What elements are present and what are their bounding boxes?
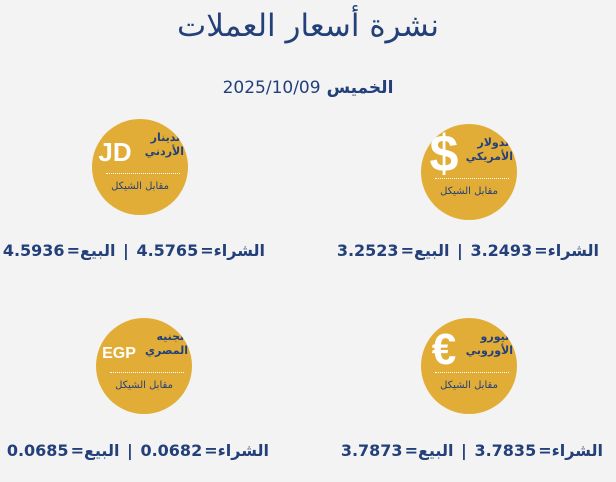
buy-value: 3.2493 — [470, 241, 533, 260]
egp-icon: EGP — [102, 345, 136, 362]
egp-coin: EGP الجنيه المصري مقابل الشيكل — [96, 318, 192, 414]
usd-coin: $ الدولار الأمريكي مقابل الشيكل — [421, 124, 517, 220]
dollar-icon: $ — [429, 126, 459, 182]
separator: | — [123, 241, 129, 260]
separator: | — [457, 241, 463, 260]
sell-value: 3.2523 — [336, 241, 399, 260]
jod-rates: الشراء=4.5765 | البيع=4.5936 — [2, 241, 266, 260]
date-line: الخميس2025/10/09 — [0, 78, 616, 98]
against-label: مقابل الشيكل — [440, 186, 498, 197]
against-label: مقابل الشيكل — [440, 380, 498, 391]
buy-value: 3.7835 — [474, 441, 537, 460]
egp-rates: الشراء=0.0682 | البيع=0.0685 — [6, 441, 270, 460]
sell-label: البيع= — [66, 241, 116, 260]
buy-label: الشراء= — [538, 441, 603, 460]
eur-rates: الشراء=3.7835 | البيع=3.7873 — [340, 441, 604, 460]
usd-rates: الشراء=3.2493 | البيع=3.2523 — [336, 241, 600, 260]
divider — [435, 372, 509, 373]
buy-value: 0.0682 — [140, 441, 203, 460]
currency-name: اليورو الأوروبي — [465, 330, 513, 357]
sell-label: البيع= — [404, 441, 454, 460]
sell-label: البيع= — [70, 441, 120, 460]
currency-name: الدولار الأمريكي — [465, 136, 513, 163]
day-name: الخميس — [326, 78, 394, 98]
separator: | — [461, 441, 467, 460]
separator: | — [127, 441, 133, 460]
buy-label: الشراء= — [204, 441, 269, 460]
divider — [435, 178, 509, 179]
buy-value: 4.5765 — [136, 241, 199, 260]
currency-name: الجنيه المصري — [144, 330, 188, 357]
currency-name: الدينار الأردني — [144, 131, 184, 158]
divider — [106, 173, 180, 174]
against-label: مقابل الشيكل — [111, 181, 169, 192]
buy-label: الشراء= — [534, 241, 599, 260]
against-label: مقابل الشيكل — [115, 380, 173, 391]
sell-value: 4.5936 — [2, 241, 65, 260]
sell-label: البيع= — [400, 241, 450, 260]
jod-coin: JD الدينار الأردني مقابل الشيكل — [92, 119, 188, 215]
eur-coin: € اليورو الأوروبي مقابل الشيكل — [421, 318, 517, 414]
euro-icon: € — [431, 326, 457, 374]
sell-value: 0.0685 — [6, 441, 69, 460]
sell-value: 3.7873 — [340, 441, 403, 460]
date-value: 2025/10/09 — [222, 78, 321, 98]
jd-icon: JD — [98, 137, 132, 167]
divider — [110, 372, 184, 373]
page-title: نشرة أسعار العملات — [177, 8, 439, 44]
buy-label: الشراء= — [200, 241, 265, 260]
